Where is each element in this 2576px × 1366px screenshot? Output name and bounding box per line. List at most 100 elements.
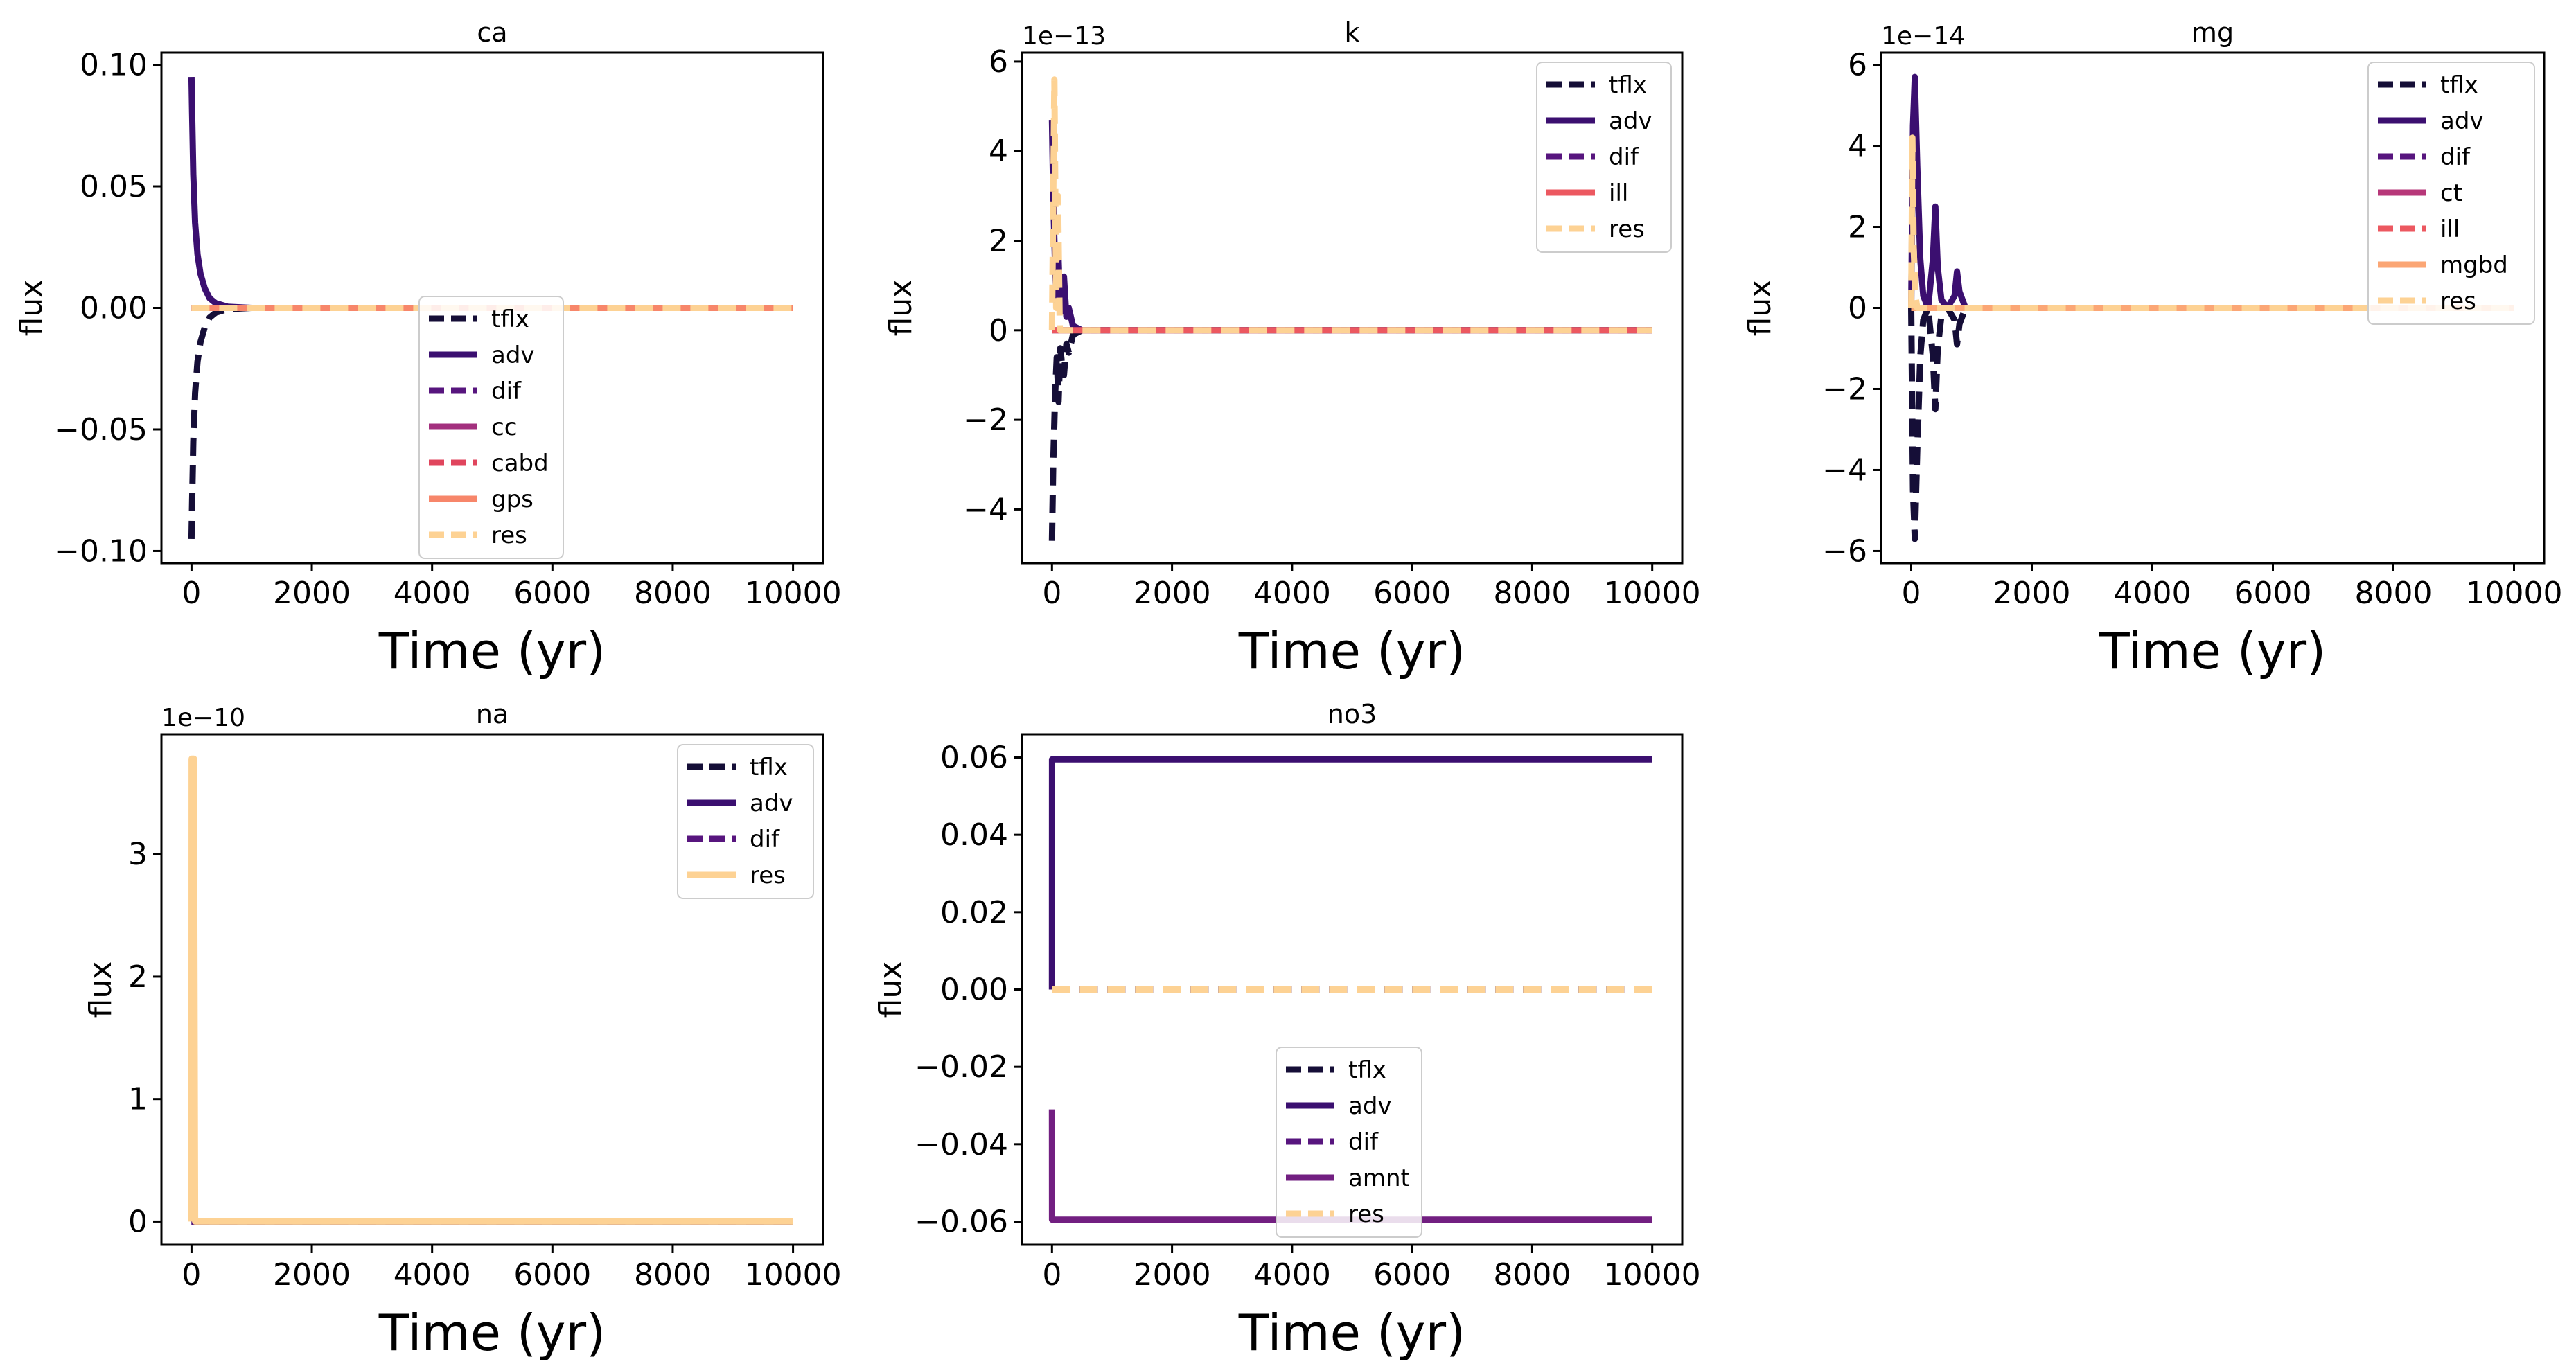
y-tick-label: −0.06 — [915, 1205, 1008, 1240]
x-tick-label: 6000 — [1373, 576, 1451, 611]
x-tick-label: 6000 — [2234, 576, 2312, 611]
x-tick-label: 4000 — [1253, 1257, 1331, 1293]
x-tick-label: 8000 — [1493, 1257, 1571, 1293]
y-tick-label: 0 — [989, 313, 1008, 348]
plot-area — [188, 755, 793, 1225]
axis-multiplier: 1e−10 — [161, 704, 245, 732]
y-tick-label: −0.10 — [54, 533, 148, 569]
legend-label: tflx — [750, 754, 788, 781]
y-tick-label: 2 — [1848, 210, 1867, 245]
y-tick-label: −2 — [1822, 371, 1867, 407]
y-tick-label: 6 — [1848, 48, 1867, 83]
y-tick-label: 2 — [128, 959, 148, 995]
x-tick-label: 4000 — [394, 1257, 471, 1293]
legend-label: res — [491, 522, 527, 549]
legend-label: dif — [491, 378, 522, 405]
series-line-res — [1908, 134, 2514, 311]
legend-box — [677, 744, 814, 899]
x-tick-label: 10000 — [1604, 576, 1701, 611]
y-axis-label: flux — [883, 280, 919, 337]
legend-box — [2367, 62, 2535, 325]
y-tick-label: 0.04 — [940, 817, 1008, 853]
legend-label: dif — [750, 826, 780, 853]
legend-label: res — [1609, 215, 1645, 243]
x-tick-label: 2000 — [1133, 576, 1211, 611]
legend-label: res — [750, 862, 786, 889]
chart-panel-na: 0 2000 4000 6000 8000 10000 0 1 2 3 na Time (yr) flu… — [83, 699, 842, 1362]
y-tick-label: 0 — [1848, 291, 1867, 326]
axes-frame — [160, 733, 824, 1246]
series-line-tflx — [1048, 327, 1652, 541]
y-tick-label: −0.04 — [915, 1127, 1008, 1162]
legend-label: adv — [1609, 107, 1652, 135]
chart-title: k — [1344, 17, 1359, 48]
legend-label: tflx — [1348, 1056, 1386, 1084]
y-tick-label: 1 — [128, 1082, 148, 1117]
y-tick-label: −2 — [963, 402, 1008, 438]
series-line-res — [1048, 76, 1652, 334]
chart-panel-ca: 0 2000 4000 6000 8000 10000 −0.10 −0.05 0.00 0.05… — [14, 17, 842, 680]
legend-label: dif — [2440, 143, 2471, 171]
chart-panel-no3: 0 2000 4000 6000 8000 10000 −0.06 −0.04 −0.02 0.0… — [873, 699, 1701, 1362]
x-tick-label: 2000 — [273, 1257, 351, 1293]
legend: tflx adv dif cc cabd gps res — [418, 296, 564, 559]
x-axis-label: Time (yr) — [1238, 622, 1465, 680]
legend-label: amnt — [1348, 1164, 1410, 1192]
chart-title: ca — [477, 17, 507, 48]
y-tick-label: 0.05 — [80, 169, 148, 204]
legend-label: ct — [2440, 179, 2462, 207]
y-tick-label: 0 — [128, 1204, 148, 1239]
x-axis-label: Time (yr) — [378, 1304, 606, 1362]
x-tick-label: 2000 — [1993, 576, 2071, 611]
y-axis-label: flux — [14, 280, 49, 337]
legend-box — [418, 296, 564, 559]
x-tick-label: 4000 — [2114, 576, 2191, 611]
y-tick-label: 2 — [989, 224, 1008, 259]
y-tick-label: 4 — [1848, 129, 1867, 164]
legend: tflx adv dif ct ill mgbd res — [2367, 62, 2535, 325]
x-tick-label: 10000 — [2466, 576, 2563, 611]
chart-title: na — [476, 699, 509, 729]
series-line-adv — [188, 77, 793, 311]
x-axis-label: Time (yr) — [1238, 1304, 1465, 1362]
x-tick-label: 4000 — [1253, 576, 1331, 611]
series-line-res — [188, 755, 793, 1225]
legend: tflx adv dif res — [677, 744, 814, 899]
legend-label: adv — [491, 342, 535, 369]
series-line-tflx — [188, 305, 793, 539]
axis-multiplier: 1e−13 — [1022, 22, 1106, 51]
legend: tflx adv dif ill res — [1536, 62, 1672, 253]
x-tick-label: 10000 — [745, 1257, 842, 1293]
legend-label: tflx — [2440, 71, 2478, 99]
legend-label: dif — [1609, 143, 1639, 171]
y-tick-label: −0.02 — [915, 1049, 1008, 1085]
x-tick-label: 2000 — [1133, 1257, 1211, 1293]
y-axis-label: flux — [873, 961, 908, 1018]
legend-label: res — [2440, 287, 2476, 315]
legend-label: cc — [491, 414, 517, 441]
y-tick-label: 0.00 — [940, 973, 1008, 1008]
legend-label: adv — [750, 790, 793, 817]
x-tick-label: 0 — [1902, 576, 1921, 611]
series-line-adv — [1908, 73, 2514, 311]
chart-panel-k: 0 2000 4000 6000 8000 10000 −4 −2 0 2 4 6 k Time (yr)… — [883, 17, 1701, 680]
series-line-tflx — [1908, 305, 2514, 542]
x-tick-label: 8000 — [634, 1257, 712, 1293]
x-tick-label: 0 — [1042, 576, 1061, 611]
legend-label: mgbd — [2440, 251, 2508, 279]
x-tick-label: 6000 — [513, 576, 591, 611]
legend-label: dif — [1348, 1128, 1379, 1156]
y-tick-label: 4 — [989, 134, 1008, 169]
series-line-adv — [1048, 756, 1652, 990]
x-tick-label: 8000 — [634, 576, 712, 611]
legend-label: cabd — [491, 450, 549, 477]
y-tick-label: −4 — [1822, 452, 1867, 488]
x-axis-label: Time (yr) — [2099, 622, 2326, 680]
axis-multiplier: 1e−14 — [1881, 22, 1965, 51]
y-tick-label: −0.05 — [54, 412, 148, 447]
legend-label: ill — [1609, 179, 1628, 207]
x-tick-label: 8000 — [1493, 576, 1571, 611]
y-tick-label: 0.06 — [940, 740, 1008, 776]
chart-title: no3 — [1327, 699, 1377, 729]
